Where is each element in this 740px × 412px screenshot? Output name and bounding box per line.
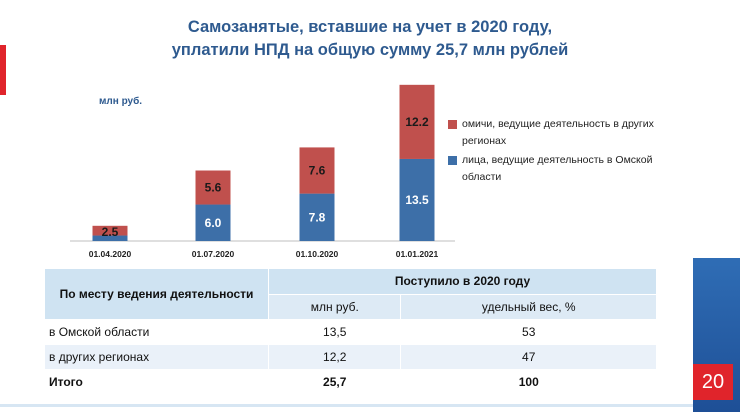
bar-segment (399, 84, 435, 159)
bar-segment (399, 158, 435, 241)
table-header-col2: удельный вес, % (400, 293, 657, 320)
bar-segment (299, 193, 335, 241)
table-header-col1: млн руб. (267, 293, 402, 320)
bar-segment (195, 170, 231, 205)
row-col2: 53 (400, 319, 657, 345)
page-number: 20 (693, 364, 733, 400)
bar-data-label: 13.5 (405, 193, 429, 207)
bar-segment (299, 147, 335, 194)
table-header-top: Поступило в 2020 году (268, 268, 657, 295)
stacked-bar-chart: 2.5 01.04.2020 6.0 5.6 01.07.2020 7.8 7.6 01.10… (70, 84, 455, 259)
table-row: в других регионах 12,2 47 (44, 344, 657, 370)
legend-item-omsk: лица, ведущие деятельность в Омской обла… (448, 152, 662, 186)
row-col1: 13,5 (267, 319, 402, 345)
slide-title-line2: уплатили НПД на общую сумму 25,7 млн руб… (171, 41, 569, 59)
row-col2: 47 (400, 344, 657, 370)
revenue-table: По месту ведения деятельности Поступило … (44, 268, 657, 395)
legend-label-omsk: лица, ведущие деятельность в Омской обла… (462, 154, 653, 183)
x-tick-label: 01.10.2020 (296, 249, 339, 259)
legend-item-other-regions: омичи, ведущие деятельность в других рег… (448, 116, 662, 150)
table-header-left: По месту ведения деятельности (44, 268, 269, 320)
left-accent-bar (0, 45, 6, 95)
bar-data-label: 5.6 (205, 181, 222, 195)
row-label: в Омской области (44, 319, 269, 345)
legend-label-other-regions: омичи, ведущие деятельность в других рег… (462, 118, 654, 147)
bar-data-label: 6.0 (205, 216, 222, 230)
bar-data-label: 12.2 (405, 115, 429, 129)
bar-data-label: 7.6 (309, 164, 326, 178)
unit-label: млн руб. (99, 96, 143, 107)
bar-data-label: 7.8 (309, 210, 326, 224)
bottom-divider (0, 404, 693, 407)
x-tick-label: 01.04.2020 (89, 249, 132, 259)
bar-segment (92, 225, 128, 236)
row-label: в других регионах (44, 344, 269, 370)
legend-swatch-blue (448, 156, 457, 165)
x-tick-label: 01.07.2020 (192, 249, 235, 259)
row-col1: 12,2 (267, 344, 402, 370)
table-row-total: Итого 25,7 100 (44, 369, 657, 395)
bar-segment (92, 235, 128, 241)
bar-total-label: 2.5 (102, 225, 119, 239)
bar-segment (195, 204, 231, 241)
legend-swatch-red (448, 120, 457, 129)
row-col1: 25,7 (267, 369, 402, 395)
x-tick-label: 01.01.2021 (396, 249, 439, 259)
slide-title-line1: Самозанятые, вставшие на учет в 2020 год… (187, 18, 553, 36)
table-row: в Омской области 13,5 53 (44, 319, 657, 345)
row-label: Итого (44, 369, 269, 395)
row-col2: 100 (400, 369, 657, 395)
